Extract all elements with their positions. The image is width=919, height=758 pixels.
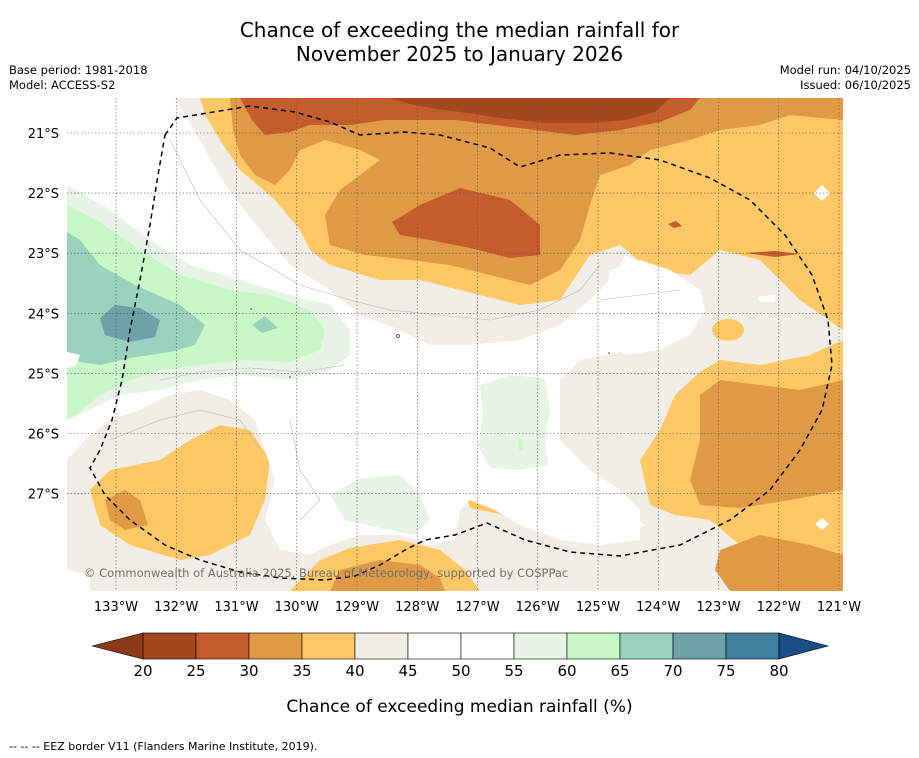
colorbar-segment bbox=[566, 632, 621, 660]
band-25-30-spot bbox=[668, 221, 682, 228]
map-title: Chance of exceeding the median rainfall … bbox=[0, 18, 919, 66]
colorbar-segment bbox=[195, 632, 250, 660]
small-markers bbox=[250, 308, 610, 378]
lon-label: 129°W bbox=[335, 600, 379, 615]
colorbar-segment bbox=[301, 632, 356, 660]
band-60-65-west bbox=[67, 205, 325, 420]
band-55-60-center bbox=[478, 375, 550, 470]
colorbar-segment bbox=[407, 632, 462, 660]
rainfall-map: © Commonwealth of Australia 2025, Bureau… bbox=[67, 98, 843, 591]
band-30-35-east bbox=[690, 380, 843, 508]
lon-label: 130°W bbox=[275, 600, 319, 615]
lat-label: 22°S bbox=[28, 187, 59, 202]
colorbar-tick-label: 25 bbox=[186, 662, 205, 680]
colorbar-segment bbox=[248, 632, 303, 660]
colorbar-tick-label: 20 bbox=[133, 662, 152, 680]
colorbar-tick-label: 70 bbox=[663, 662, 682, 680]
lon-label: 127°W bbox=[455, 600, 499, 615]
white-diamond-1 bbox=[814, 185, 830, 201]
colorbar-segment bbox=[354, 632, 409, 660]
colorbar-segment bbox=[725, 632, 780, 660]
colorbar-tick-label: 50 bbox=[451, 662, 470, 680]
meta-right: Model run: 04/10/2025 Issued: 06/10/2025 bbox=[780, 63, 911, 93]
colorbar-tick-label: 45 bbox=[398, 662, 417, 680]
lon-label: 124°W bbox=[636, 600, 680, 615]
colorbar-tick-label: 55 bbox=[504, 662, 523, 680]
band-30-35-southwest bbox=[105, 490, 148, 530]
lon-label: 126°W bbox=[516, 600, 560, 615]
colorbar: 20 25 30 35 40 45 50 55 60 65 70 75 80 bbox=[91, 632, 830, 680]
meta-left: Base period: 1981-2018 Model: ACCESS-S2 bbox=[9, 63, 148, 93]
colorbar-segment bbox=[460, 632, 515, 660]
lat-label: 24°S bbox=[28, 307, 59, 322]
issued-date: Issued: 06/10/2025 bbox=[800, 78, 911, 92]
band-65-70-spot bbox=[252, 316, 278, 333]
footnote-eez: -- -- -- EEZ border V11 (Flanders Marine… bbox=[9, 740, 318, 753]
lon-label: 131°W bbox=[214, 600, 258, 615]
lon-label: 123°W bbox=[696, 600, 740, 615]
band-25-30-central bbox=[392, 188, 540, 258]
colorbar-tick-label: 75 bbox=[716, 662, 735, 680]
colorbar-extend-low bbox=[91, 632, 144, 660]
latitude-labels: 21°S 22°S 23°S 24°S 25°S 26°S 27°S bbox=[28, 127, 59, 503]
band-45-55-southeast-spot bbox=[600, 512, 645, 535]
lon-label: 122°W bbox=[757, 600, 801, 615]
band-25-30-east-streak bbox=[745, 251, 800, 257]
lon-label: 132°W bbox=[154, 600, 198, 615]
colorbar-tick-label: 35 bbox=[292, 662, 311, 680]
band-65-70-west bbox=[67, 232, 205, 365]
model-name: Model: ACCESS-S2 bbox=[9, 78, 116, 92]
band-45-55-east-blob bbox=[605, 260, 705, 355]
band-70-75-west bbox=[100, 305, 160, 342]
colorbar-segment bbox=[672, 632, 727, 660]
lat-label: 27°S bbox=[28, 488, 59, 503]
colorbar-segment bbox=[619, 632, 674, 660]
lat-label: 25°S bbox=[28, 367, 59, 382]
colorbar-tick-label: 80 bbox=[769, 662, 788, 680]
lat-label: 26°S bbox=[28, 428, 59, 443]
title-line-1: Chance of exceeding the median rainfall … bbox=[239, 18, 680, 42]
lat-label: 21°S bbox=[28, 127, 59, 142]
colorbar-segment bbox=[142, 632, 197, 660]
band-20-25-north bbox=[390, 98, 670, 123]
band-55-60-south bbox=[330, 475, 430, 535]
lon-label: 128°W bbox=[395, 600, 439, 615]
base-period: Base period: 1981-2018 bbox=[9, 63, 148, 77]
lat-label: 23°S bbox=[28, 247, 59, 262]
eez-border bbox=[89, 105, 833, 581]
band-30-35-south bbox=[330, 560, 445, 591]
band-30-35-southeast bbox=[715, 535, 843, 591]
band-45-55-corner bbox=[67, 570, 90, 591]
colorbar-tick-label: 40 bbox=[345, 662, 364, 680]
lon-label: 125°W bbox=[576, 600, 620, 615]
band-30-35-north bbox=[230, 98, 843, 285]
colorbar-tick-label: 30 bbox=[239, 662, 258, 680]
graticule bbox=[67, 98, 843, 591]
colorbar-tick-label: 60 bbox=[557, 662, 576, 680]
lon-label: 121°W bbox=[817, 600, 861, 615]
band-60-65-center-spot bbox=[518, 438, 523, 450]
colorbar-label: Chance of exceeding median rainfall (%) bbox=[286, 697, 633, 717]
white-diamond-2 bbox=[758, 295, 775, 302]
band-45-55-left-pocket bbox=[67, 352, 80, 368]
title-line-2: November 2025 to January 2026 bbox=[295, 42, 624, 66]
lon-label: 133°W bbox=[94, 600, 138, 615]
colorbar-segment bbox=[513, 632, 568, 660]
copyright-text: © Commonwealth of Australia 2025, Bureau… bbox=[84, 566, 568, 580]
white-diamond-3 bbox=[815, 518, 829, 530]
colorbar-extend-high bbox=[778, 632, 830, 660]
contour-lines bbox=[109, 139, 681, 521]
longitude-labels: 133°W 132°W 131°W 130°W 129°W 128°W 127°W 126°W… bbox=[94, 600, 861, 615]
band-35-40-spot bbox=[712, 319, 744, 341]
model-run: Model run: 04/10/2025 bbox=[779, 63, 911, 77]
colorbar-tick-label: 65 bbox=[610, 662, 629, 680]
